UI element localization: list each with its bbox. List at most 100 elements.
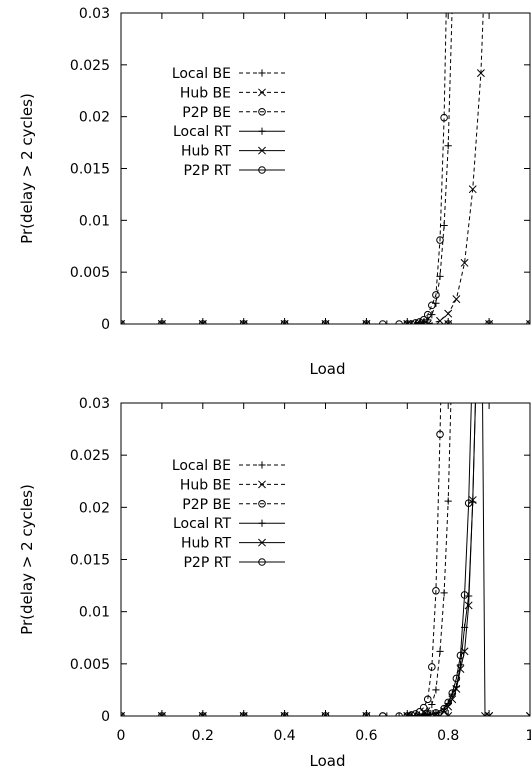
data-point: [464, 601, 473, 610]
chart-top: 0 0.005 0.01 0.015 0.02 0.025 0.03 Load Pr(delay…: [18, 0, 531, 378]
data-point: [469, 348, 476, 355]
data-point: [415, 318, 424, 324]
plot-frame: [120, 12, 531, 325]
y-tick-label: 0.025: [70, 448, 110, 464]
legend-marker: [258, 127, 266, 135]
legend-label: Local BE: [172, 458, 231, 474]
x-tick-label: 0.4: [273, 728, 295, 744]
data-point: [395, 712, 403, 716]
data-point: [436, 647, 444, 655]
data-point: [424, 316, 432, 324]
data-point: [460, 647, 469, 656]
data-point: [395, 320, 403, 324]
data-point: [448, 695, 457, 704]
plot-frame: [120, 402, 531, 717]
series-line: [121, 13, 484, 324]
data-point: [460, 591, 469, 599]
legend-marker: [258, 88, 266, 97]
data-point: [378, 320, 387, 324]
data-point: [321, 712, 330, 716]
data-point: [239, 320, 248, 324]
y-tick-label: 0.005: [70, 657, 110, 673]
data-point: [362, 712, 370, 716]
legend-label: P2P RT: [183, 555, 231, 571]
data-point: [476, 69, 485, 78]
y-tick-label: 0.015: [70, 162, 110, 178]
data-point: [428, 700, 436, 709]
data-point: [158, 712, 166, 716]
legend-marker: [258, 480, 266, 489]
series-layer: [121, 0, 530, 324]
data-point: [199, 320, 207, 324]
y-tick-label: 0.015: [70, 553, 110, 569]
data-point: [449, 0, 456, 6]
data-point: [362, 320, 370, 324]
legend-marker: [258, 500, 266, 508]
data-point: [473, 347, 480, 354]
data-point: [199, 712, 207, 716]
data-point: [432, 291, 440, 299]
y-tick-label: 0.02: [79, 500, 110, 516]
data-point: [403, 712, 411, 716]
data-point: [428, 311, 436, 319]
data-point: [423, 695, 432, 704]
data-point: [239, 712, 248, 716]
legend-marker: [258, 558, 266, 566]
legend-marker: [258, 538, 266, 547]
data-point: [485, 712, 494, 716]
data-point: [477, 191, 484, 198]
data-point: [240, 320, 248, 324]
y-axis-label: Pr(delay > 2 cycles): [18, 484, 36, 635]
data-point: [403, 320, 412, 324]
y-tick-label: 0.025: [70, 58, 110, 74]
legend-marker: [258, 146, 266, 155]
data-point: [444, 320, 452, 324]
data-point: [477, 191, 484, 198]
legend-label: Local BE: [172, 66, 231, 82]
series-line: [121, 13, 453, 324]
series-line: [121, 403, 472, 716]
legend-label: Hub BE: [180, 85, 231, 101]
data-point: [444, 712, 453, 716]
data-point: [428, 663, 436, 671]
data-point: [321, 320, 330, 324]
x-tick-label: 0.2: [192, 728, 214, 744]
y-tick-label: 0: [101, 317, 110, 333]
data-point: [436, 236, 444, 244]
data-point: [423, 320, 432, 324]
data-point: [468, 185, 477, 194]
y-tick-label: 0.02: [79, 110, 110, 126]
data-point: [411, 710, 420, 716]
series-line: [121, 13, 447, 324]
data-point: [362, 320, 371, 324]
x-tick-label: 1: [526, 728, 531, 744]
data-point: [383, 320, 391, 324]
legend-label: P2P BE: [182, 497, 231, 513]
data-point: [411, 320, 420, 324]
data-point: [403, 712, 412, 716]
y-tick-label: 0.005: [70, 265, 110, 281]
legend-marker: [258, 461, 266, 469]
data-point: [403, 320, 411, 324]
legend-marker: [258, 519, 266, 527]
data-point: [428, 301, 436, 310]
data-point: [444, 320, 452, 324]
legend: Local BE Hub BE P2P BE Local RT Hub RT P2P RT: [172, 458, 285, 571]
data-point: [485, 320, 493, 324]
x-axis-label: Load: [310, 360, 346, 378]
y-axis-label: Pr(delay > 2 cycles): [18, 93, 36, 244]
data-point: [411, 319, 420, 324]
data-point: [321, 712, 330, 716]
series-line: [121, 403, 530, 716]
data-point: [440, 221, 448, 230]
data-point: [362, 712, 371, 716]
data-point: [407, 320, 416, 324]
legend-label: Local RT: [173, 124, 231, 140]
data-point: [240, 712, 248, 716]
legend-label: Hub BE: [180, 477, 231, 493]
data-point: [407, 712, 415, 716]
data-point: [158, 320, 166, 324]
data-point: [452, 295, 461, 304]
data-point: [281, 320, 289, 324]
